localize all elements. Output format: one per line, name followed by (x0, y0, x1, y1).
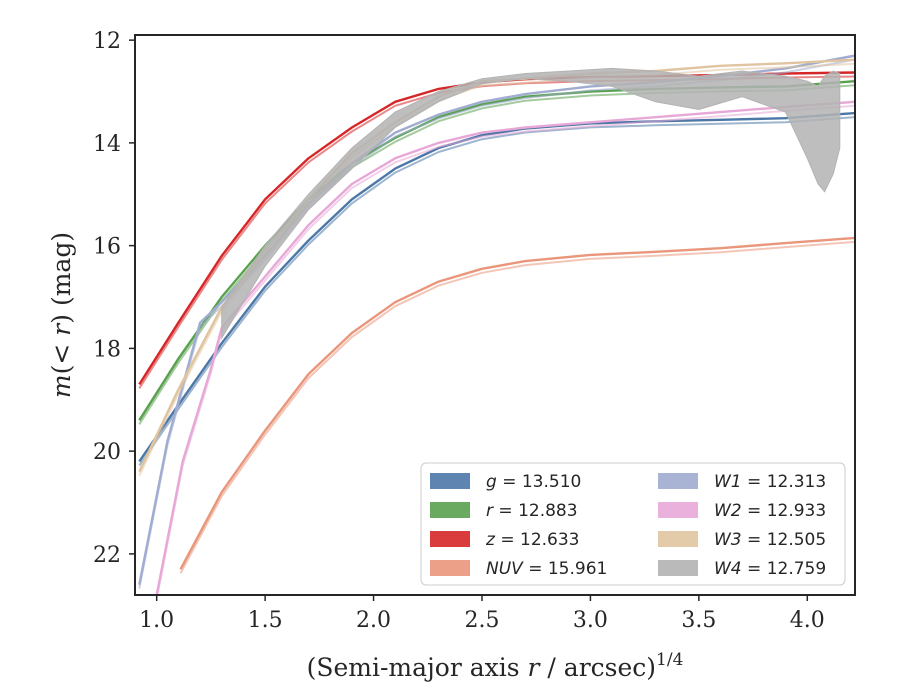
plot-frame (134, 34, 856, 596)
legend-swatch (430, 560, 470, 576)
legend-swatch (430, 531, 470, 547)
legend: g = 13.510 r = 12.883 z = 12.633 NUV = 15.9… (420, 462, 846, 586)
legend-label: W3 = 12.505 (714, 530, 826, 550)
plot-area (138, 54, 855, 595)
series-line-lower-3 (179, 240, 855, 574)
series-line-3 (179, 236, 855, 570)
legend-swatch (658, 502, 698, 518)
legend-swatch (658, 531, 698, 547)
legend-swatch (430, 473, 470, 489)
y-axis: 12 14 16 18 20 22 (93, 29, 135, 568)
x-tick-label: 4.0 (790, 608, 825, 633)
x-tick-label: 2.0 (356, 608, 391, 633)
legend-label: W2 = 12.933 (714, 501, 826, 521)
y-axis-title: m(< r) (mag) (47, 232, 76, 398)
legend-swatch (658, 473, 698, 489)
y-tick-label: 22 (93, 543, 121, 568)
legend-swatch (658, 560, 698, 576)
x-tick-label: 3.0 (573, 608, 608, 633)
x-axis-title: (Semi-major axis r / arcsec)1/4 (307, 650, 684, 682)
x-tick-label: 2.5 (464, 608, 499, 633)
series-band-w4 (221, 67, 841, 340)
y-tick-label: 14 (93, 132, 121, 157)
y-tick-label: 16 (93, 235, 121, 260)
series-line-lower-0 (138, 116, 855, 466)
legend-label: W4 = 12.759 (714, 559, 826, 579)
legend-label: NUV = 15.961 (486, 559, 607, 579)
legend-label: r = 12.883 (486, 501, 578, 521)
y-tick-label: 12 (93, 29, 121, 54)
legend-box (420, 462, 846, 586)
y-tick-label: 20 (93, 440, 121, 465)
x-axis: 1.0 1.5 2.0 2.5 3.0 3.5 4.0 (139, 595, 825, 633)
series-line-0 (138, 111, 855, 463)
x-tick-label: 1.0 (139, 608, 174, 633)
legend-label: W1 = 12.313 (714, 472, 826, 492)
x-tick-label: 3.5 (681, 608, 716, 633)
series-line-2 (138, 71, 855, 386)
series-line-5 (155, 100, 855, 595)
legend-label: z = 12.633 (485, 530, 579, 550)
x-tick-label: 1.5 (248, 608, 283, 633)
y-tick-label: 18 (93, 337, 121, 362)
legend-swatch (430, 502, 470, 518)
legend-label: g = 13.510 (486, 472, 581, 492)
